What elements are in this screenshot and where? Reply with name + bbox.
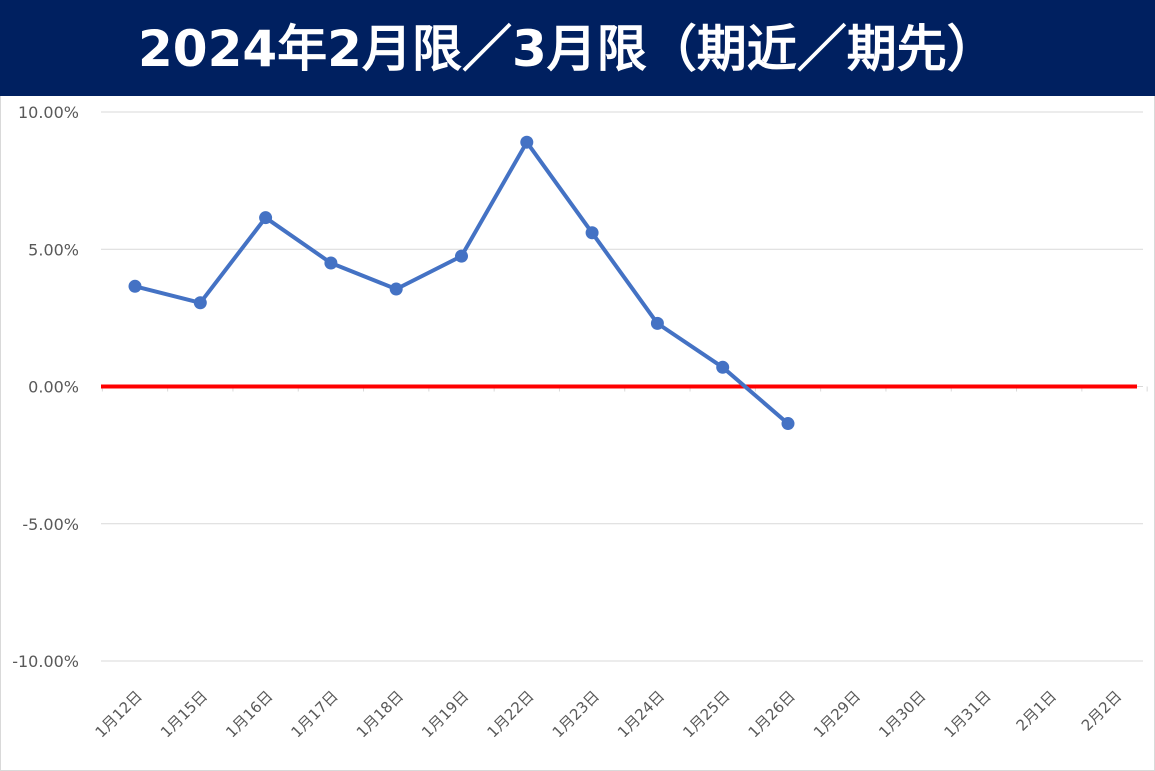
data-point <box>520 135 534 149</box>
data-point <box>455 249 468 263</box>
series-line <box>133 140 790 426</box>
x-tick-label: 1月29日 <box>810 687 864 741</box>
x-tick-label: 1月24日 <box>614 687 668 741</box>
y-tick-label: 10.00% <box>18 103 79 122</box>
x-tick-label: 1月26日 <box>745 687 799 741</box>
x-axis-tick-labels: 1月12日 1月15日 1月16日 1月17日 1月18日 1月19日 1月22日 1月23日… <box>92 687 1126 741</box>
data-point <box>650 316 664 330</box>
y-tick-label: -5.00% <box>22 515 79 534</box>
data-point <box>389 282 403 296</box>
data-point <box>781 417 795 431</box>
x-tick-label: 2月1日 <box>1013 687 1060 734</box>
x-tick-label: 1月31日 <box>941 687 995 741</box>
series-group <box>128 135 795 431</box>
x-tick-label: 1月30日 <box>875 687 929 741</box>
y-tick-label: -10.00% <box>12 652 79 671</box>
x-tick-label: 1月12日 <box>92 687 146 741</box>
data-point <box>716 360 730 374</box>
data-point <box>259 211 273 225</box>
data-point <box>324 256 338 270</box>
x-tick-label: 1月19日 <box>418 687 472 741</box>
y-tick-label: 5.00% <box>28 240 79 259</box>
x-tick-label: 1月22日 <box>483 687 537 741</box>
data-point <box>585 226 599 240</box>
data-point <box>193 296 207 310</box>
title-banner: 2024年2月限／3月限（期近／期先） <box>0 0 1155 96</box>
y-tick-label: 0.00% <box>28 378 79 397</box>
x-tick-label: 2月2日 <box>1078 687 1125 734</box>
x-tick-label: 1月23日 <box>549 687 603 741</box>
x-tick-label: 1月18日 <box>353 687 407 741</box>
x-tick-label: 1月15日 <box>157 687 211 741</box>
x-tick-label: 1月16日 <box>222 687 276 741</box>
x-tick-label: 1月17日 <box>288 687 342 741</box>
y-axis-tick-labels: 10.00% 5.00% 0.00% -5.00% -10.00% <box>12 103 79 671</box>
chart-title: 2024年2月限／3月限（期近／期先） <box>138 20 997 78</box>
x-tick-label: 1月25日 <box>679 687 733 741</box>
data-point <box>128 279 142 293</box>
